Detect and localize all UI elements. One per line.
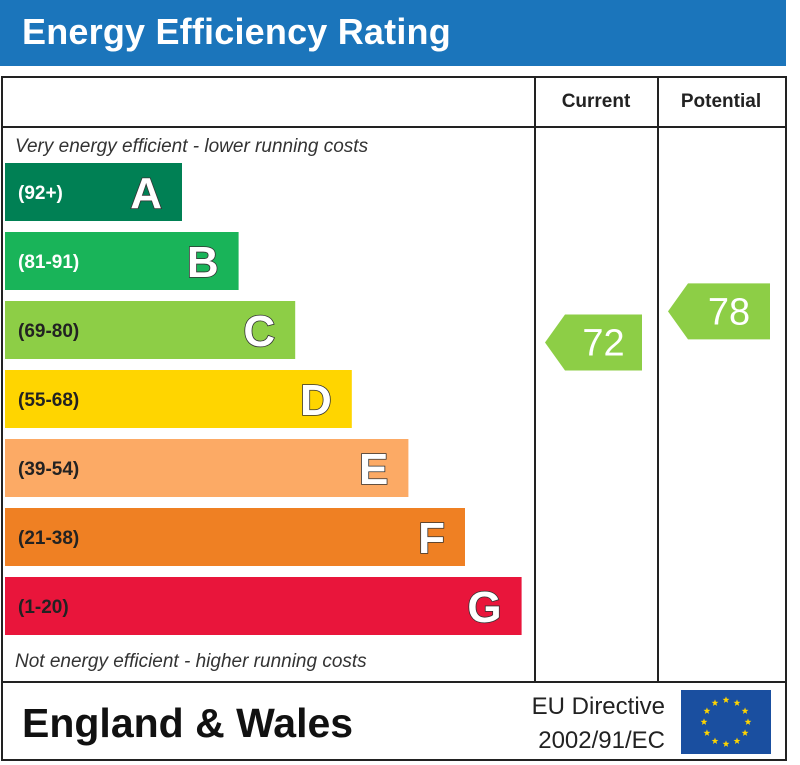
band-d-bar [5, 370, 352, 428]
eu-flag-icon [681, 690, 771, 754]
eu-star [711, 699, 719, 706]
chart-title: Energy Efficiency Rating [22, 11, 451, 52]
potential-rating-value: 78 [708, 291, 750, 333]
band-a-bar [5, 163, 182, 221]
band-g-bar [5, 577, 522, 635]
band-e-letter: E [359, 445, 388, 494]
band-g-range: (1-20) [18, 597, 69, 618]
eu-star [703, 707, 711, 714]
chart-frame [1, 76, 787, 761]
eu-star [744, 718, 752, 725]
rating-bands: (92+) A (81-91) B (69-80) C (55-68) D (39-54) E (2… [5, 163, 522, 635]
band-f-bar [5, 508, 465, 566]
current-rating-value: 72 [582, 322, 624, 364]
band-f-letter: F [418, 514, 445, 563]
band-e-range: (39-54) [18, 459, 79, 480]
band-b-bar [5, 232, 239, 290]
potential-column-header: Potential [681, 91, 761, 112]
top-note: Very energy efficient - lower running co… [15, 136, 369, 157]
eu-star [700, 718, 708, 725]
band-a-range: (92+) [18, 183, 63, 204]
eu-star [711, 737, 719, 744]
band-b-range: (81-91) [18, 252, 79, 273]
eu-star [703, 729, 711, 736]
eu-star [741, 707, 749, 714]
band-f-range: (21-38) [18, 528, 79, 549]
band-d-letter: D [300, 376, 332, 425]
eu-star [722, 740, 730, 747]
band-e-bar [5, 439, 409, 497]
directive-line-1: EU Directive [532, 693, 665, 720]
band-c-letter: C [243, 307, 275, 356]
eu-star [733, 699, 741, 706]
region-label: England & Wales [22, 700, 353, 746]
potential-rating-arrow [668, 283, 770, 340]
directive-line-2: 2002/91/EC [538, 727, 665, 754]
eu-star [733, 737, 741, 744]
current-column-header: Current [562, 91, 631, 112]
band-c-bar [5, 301, 296, 359]
header-bar: Energy Efficiency Rating [0, 0, 786, 66]
eu-star [741, 729, 749, 736]
band-g-letter: G [467, 583, 501, 632]
band-b-letter: B [187, 238, 219, 287]
bottom-note: Not energy efficient - higher running co… [15, 651, 367, 672]
rating-arrows: 72 78 [545, 283, 770, 371]
current-rating-arrow [545, 314, 642, 371]
band-c-range: (69-80) [18, 321, 79, 342]
eu-star [722, 696, 730, 703]
band-d-range: (55-68) [18, 390, 79, 411]
band-a-letter: A [130, 169, 162, 218]
